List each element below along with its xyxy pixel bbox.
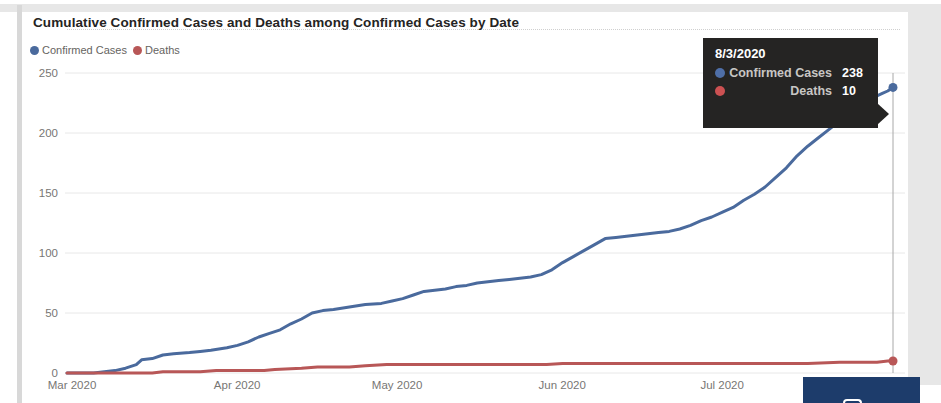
series-endpoint-marker-confirmed-cases[interactable]	[889, 83, 898, 92]
tooltip-date: 8/3/2020	[715, 46, 866, 61]
y-tick-label: 250	[39, 67, 58, 79]
y-tick-label: 150	[39, 187, 58, 199]
clipped-nav-visual[interactable]	[803, 377, 920, 403]
tooltip: 8/3/2020 Confirmed Cases238Deaths10	[703, 38, 878, 128]
y-tick-label: 0	[52, 367, 58, 379]
tooltip-row: Confirmed Cases238	[715, 66, 866, 80]
tooltip-series-value: 238	[842, 66, 866, 80]
series-endpoint-marker-deaths[interactable]	[889, 357, 898, 366]
series-line-confirmed-cases[interactable]	[67, 87, 893, 373]
tooltip-series-label: Confirmed Cases	[725, 66, 842, 80]
y-tick-label: 50	[45, 307, 58, 319]
x-tick-label: Jun 2020	[539, 379, 586, 391]
tooltip-row: Deaths10	[715, 84, 866, 98]
y-tick-label: 100	[39, 247, 58, 259]
tooltip-series-label: Deaths	[725, 84, 842, 98]
x-tick-label: Jul 2020	[700, 379, 743, 391]
clipped-text-glyph	[843, 399, 862, 403]
x-tick-label: Apr 2020	[214, 379, 261, 391]
series-line-deaths[interactable]	[67, 361, 893, 373]
tooltip-arrow	[877, 103, 889, 125]
tooltip-series-dot	[715, 86, 725, 96]
tooltip-series-dot	[715, 68, 725, 78]
x-tick-label: Mar 2020	[48, 379, 97, 391]
x-tick-label: May 2020	[372, 379, 423, 391]
y-tick-label: 200	[39, 127, 58, 139]
tooltip-rows: Confirmed Cases238Deaths10	[715, 66, 866, 98]
tooltip-series-value: 10	[842, 84, 866, 98]
